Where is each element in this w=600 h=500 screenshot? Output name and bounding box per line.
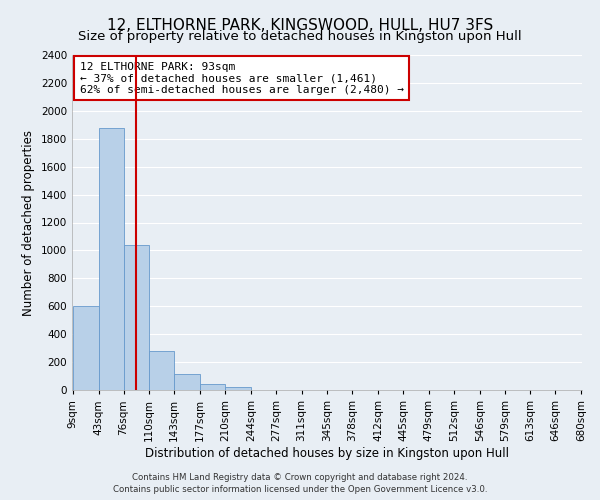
Y-axis label: Number of detached properties: Number of detached properties [22,130,35,316]
Bar [149,351,175,390]
Text: Contains HM Land Registry data © Crown copyright and database right 2024.
Contai: Contains HM Land Registry data © Crown c… [113,472,487,494]
Bar [200,384,225,390]
Bar [98,128,124,390]
X-axis label: Distribution of detached houses by size in Kingston upon Hull: Distribution of detached houses by size … [145,446,509,460]
Bar [73,306,98,390]
Text: 12, ELTHORNE PARK, KINGSWOOD, HULL, HU7 3FS: 12, ELTHORNE PARK, KINGSWOOD, HULL, HU7 … [107,18,493,32]
Bar [225,387,251,390]
Bar [175,374,200,390]
Text: Size of property relative to detached houses in Kingston upon Hull: Size of property relative to detached ho… [78,30,522,43]
Bar [124,245,149,390]
Text: 12 ELTHORNE PARK: 93sqm
← 37% of detached houses are smaller (1,461)
62% of semi: 12 ELTHORNE PARK: 93sqm ← 37% of detache… [80,62,404,95]
